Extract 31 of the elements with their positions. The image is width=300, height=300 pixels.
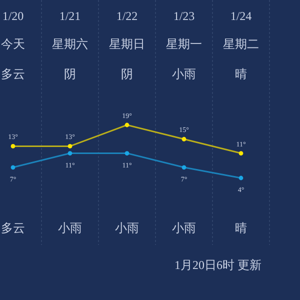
text: 晴 xyxy=(235,221,247,235)
point xyxy=(238,176,244,180)
text: 阴 xyxy=(121,67,133,81)
text: 星期六 xyxy=(52,37,88,51)
x-tick-label: 1/24 xyxy=(230,9,252,23)
x-tick-label: 1/21 xyxy=(59,9,81,23)
x-tick-label: 1/20 xyxy=(2,9,24,23)
point xyxy=(238,151,244,156)
text: 多云 xyxy=(1,67,25,81)
point xyxy=(10,144,16,148)
text: 多云 xyxy=(1,221,25,235)
point xyxy=(182,165,186,170)
point xyxy=(68,144,72,148)
text: 今天 xyxy=(1,37,25,51)
text: 1月20日6时 更新 xyxy=(174,258,262,272)
point xyxy=(124,122,130,128)
x-tick-label: 1/22 xyxy=(116,9,138,23)
text: 晴 xyxy=(235,67,247,81)
text: 星期日 xyxy=(109,37,145,51)
text: 小雨 xyxy=(115,221,139,235)
text: 小雨 xyxy=(172,221,196,235)
text: 星期二 xyxy=(223,37,259,51)
point xyxy=(68,151,72,156)
point xyxy=(10,165,16,170)
text: 星期一 xyxy=(166,37,202,51)
text: 小雨 xyxy=(172,67,196,81)
x-tick-label: 1/23 xyxy=(173,9,195,23)
point xyxy=(124,151,130,156)
text: 阴 xyxy=(64,67,76,81)
point xyxy=(182,136,186,142)
text: 小雨 xyxy=(58,221,82,235)
